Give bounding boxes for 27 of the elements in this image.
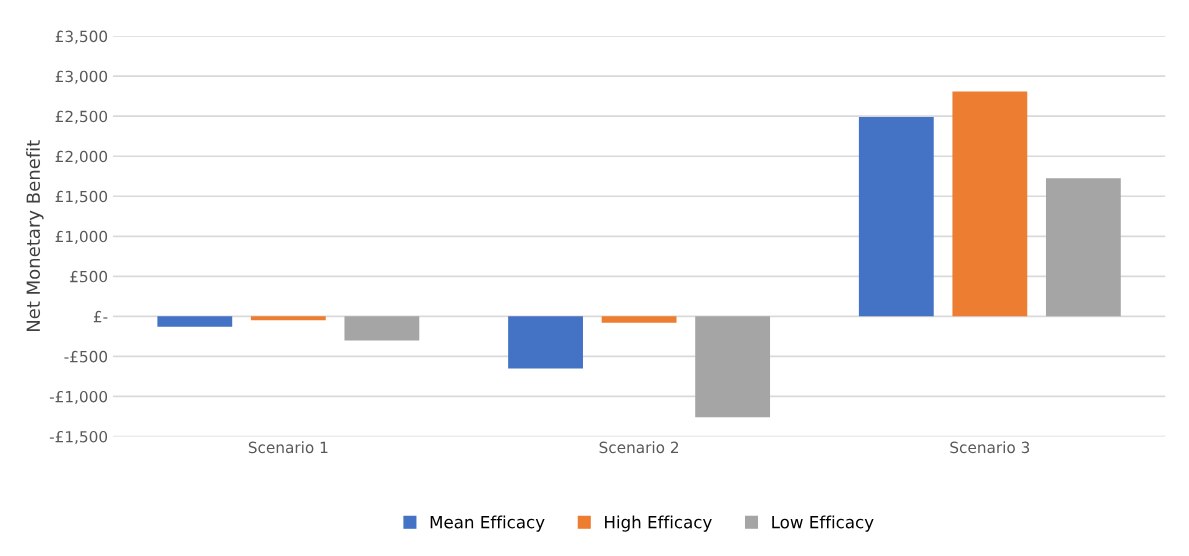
y-tick-label: £3,500 <box>55 30 108 44</box>
y-tick-label: -£1,500 <box>49 430 108 445</box>
legend-label: Low Efficacy <box>772 515 874 532</box>
bar <box>250 316 326 321</box>
x-tick-label: Scenario 3 <box>950 441 1030 454</box>
legend-label: Mean Efficacy <box>430 515 545 532</box>
bar <box>157 316 233 327</box>
legend-label: High Efficacy <box>605 515 712 532</box>
bar <box>952 91 1028 317</box>
bar <box>1045 178 1121 317</box>
bar <box>508 316 583 369</box>
bar <box>858 117 934 317</box>
y-tick-label: £1,000 <box>55 230 108 244</box>
y-tick-label: -£500 <box>64 350 108 363</box>
y-tick-label: £2,000 <box>55 150 108 164</box>
x-tick-label: Scenario 2 <box>599 441 679 454</box>
y-tick-label: £3,000 <box>55 70 108 84</box>
y-tick-label: £1,500 <box>55 190 108 204</box>
y-tick-label: £- <box>93 310 108 323</box>
y-tick-label: -£1,000 <box>49 390 108 405</box>
x-tick-label: Scenario 1 <box>248 441 328 454</box>
bar <box>695 316 771 418</box>
y-tick-label: £2,500 <box>55 110 108 124</box>
y-tick-label: £500 <box>70 270 108 283</box>
bar <box>344 316 420 341</box>
bar <box>601 316 677 323</box>
y-axis-title: Net Monetary Benefit <box>26 140 44 332</box>
